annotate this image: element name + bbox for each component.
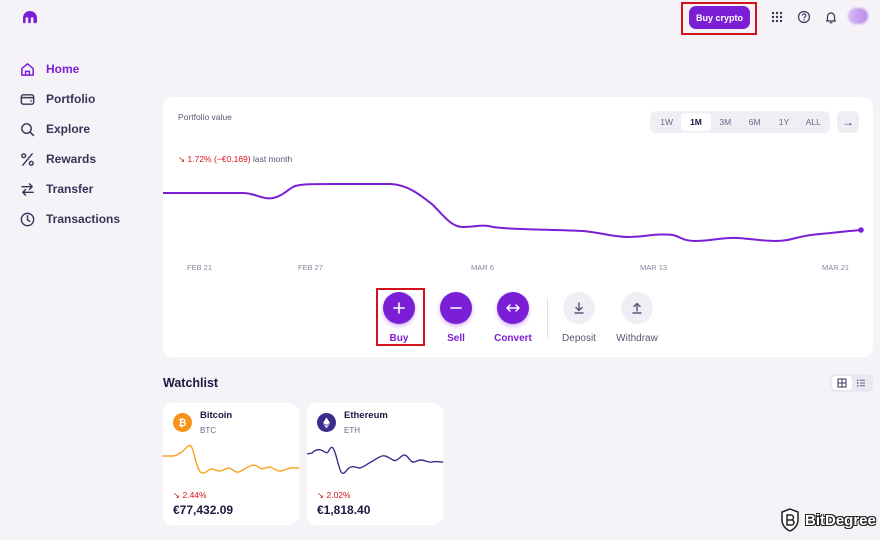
range-all[interactable]: ALL (805, 117, 821, 127)
coin-price: €77,432.09 (173, 503, 234, 517)
sidebar-item-explore[interactable]: Explore (18, 114, 158, 144)
portfolio-card: Portfolio value 1W 1M 3M 6M 1Y ALL → ↘ 1… (163, 97, 873, 357)
range-6m[interactable]: 6M (748, 117, 761, 127)
buy-crypto-button[interactable]: Buy crypto (689, 6, 750, 29)
sidebar-item-label: Explore (46, 122, 91, 136)
watchlist-card-bitcoin[interactable]: ₿ Bitcoin BTC ↘ 2.44% €77,432.09 (163, 403, 299, 525)
coin-name: Bitcoin (200, 410, 233, 421)
range-1w[interactable]: 1W (660, 117, 674, 127)
portfolio-line (163, 183, 862, 242)
sidebar-item-label: Home (46, 62, 80, 76)
sidebar-item-home[interactable]: Home (18, 54, 158, 84)
deposit-button[interactable]: Deposit (549, 292, 609, 344)
arrow-right-icon[interactable]: → (837, 111, 859, 133)
convert-arrows-icon (497, 292, 529, 324)
grid-view-icon[interactable] (832, 376, 852, 390)
portfolio-value-label: Portfolio value (178, 112, 232, 122)
watchlist-card-ethereum[interactable]: Ethereum ETH ↘ 2.02% €1,818.40 (307, 403, 443, 525)
sidebar-item-rewards[interactable]: Rewards (18, 144, 158, 174)
arrow-down-right-icon: ↘ (178, 154, 186, 164)
x-tick-label: MAR 21 (822, 263, 850, 272)
ethereum-sparkline (307, 446, 443, 475)
ethereum-icon (317, 413, 336, 432)
upload-icon (621, 292, 653, 324)
portfolio-line-endpoint (858, 227, 864, 233)
withdraw-label: Withdraw (616, 333, 658, 344)
convert-button[interactable]: Convert (483, 292, 543, 344)
percent-icon (18, 150, 36, 168)
coin-change-value: 2.44% (182, 490, 207, 500)
sidebar-item-label: Rewards (46, 152, 97, 166)
watchlist-title: Watchlist (163, 376, 219, 390)
search-icon (18, 120, 36, 138)
coin-price: €1,818.40 (317, 503, 371, 517)
x-tick-label: MAR 6 (471, 263, 494, 272)
coin-change: ↘ 2.02% (317, 490, 351, 501)
time-range-selector: 1W 1M 3M 6M 1Y ALL (650, 111, 830, 133)
withdraw-button[interactable]: Withdraw (607, 292, 667, 344)
buy-label: Buy (389, 333, 409, 344)
sidebar: Home Portfolio Explore Rewards Transfer … (18, 54, 158, 234)
buy-button[interactable]: Buy (369, 292, 429, 344)
sell-button[interactable]: Sell (426, 292, 486, 344)
quick-actions: Buy Sell Convert Deposit Withdraw (163, 292, 873, 352)
home-icon (18, 60, 36, 78)
sell-label: Sell (447, 333, 465, 344)
wallet-icon (18, 90, 36, 108)
buy-button-highlight (376, 288, 425, 346)
minus-icon (440, 292, 472, 324)
portfolio-chart[interactable] (163, 167, 873, 257)
coin-symbol: BTC (200, 426, 216, 435)
range-1m[interactable]: 1M (681, 113, 711, 131)
coin-symbol: ETH (344, 426, 360, 435)
convert-label: Convert (494, 333, 532, 344)
actions-divider (547, 298, 548, 338)
clock-icon (18, 210, 36, 228)
sidebar-item-label: Transfer (46, 182, 94, 196)
coin-name: Ethereum (344, 410, 388, 421)
sidebar-item-label: Portfolio (46, 92, 96, 106)
x-tick-label: FEB 27 (298, 263, 324, 272)
sidebar-item-label: Transactions (46, 212, 121, 226)
bitdegree-shield-icon (781, 508, 799, 532)
apps-grid-icon[interactable] (770, 10, 784, 24)
list-view-icon[interactable] (852, 376, 872, 390)
plus-icon (383, 292, 415, 324)
buy-crypto-highlight (681, 2, 757, 35)
sidebar-item-transactions[interactable]: Transactions (18, 204, 158, 234)
download-icon (563, 292, 595, 324)
deposit-label: Deposit (562, 333, 596, 344)
change-amount: (−€0.169) (213, 154, 251, 164)
transfer-icon (18, 180, 36, 198)
kraken-logo[interactable] (22, 10, 38, 24)
change-period: last month (252, 154, 293, 164)
arrow-down-right-icon: ↘ (173, 490, 183, 500)
change-percent: 1.72% (187, 154, 212, 164)
range-1y[interactable]: 1Y (778, 117, 790, 127)
arrow-down-right-icon: ↘ (317, 490, 327, 500)
bell-icon[interactable] (824, 10, 838, 24)
sidebar-item-portfolio[interactable]: Portfolio (18, 84, 158, 114)
svg-text:₿: ₿ (178, 417, 186, 428)
x-tick-label: FEB 21 (187, 263, 213, 272)
view-toggle (830, 374, 873, 392)
range-3m[interactable]: 3M (719, 117, 732, 127)
bitcoin-sparkline (163, 444, 299, 474)
help-icon[interactable] (797, 10, 811, 24)
coin-change-value: 2.02% (326, 490, 351, 500)
bitdegree-watermark: BitDegree (780, 508, 876, 532)
avatar[interactable] (848, 8, 868, 24)
x-tick-label: MAR 13 (640, 263, 668, 272)
sidebar-item-transfer[interactable]: Transfer (18, 174, 158, 204)
watermark-text: BitDegree (805, 511, 876, 529)
portfolio-change: ↘ 1.72% (−€0.169) last month (178, 154, 292, 165)
bitcoin-icon: ₿ (173, 413, 192, 432)
coin-change: ↘ 2.44% (173, 490, 207, 501)
